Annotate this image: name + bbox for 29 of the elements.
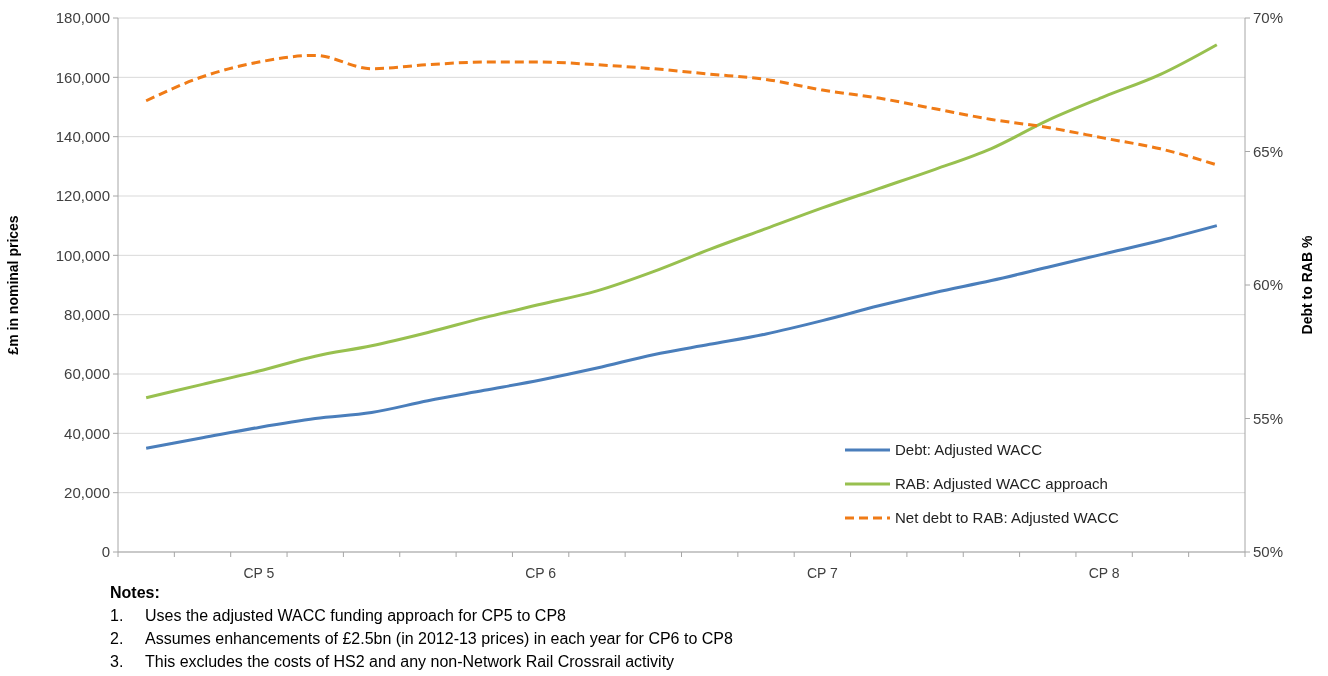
x-tick-label: CP 8 bbox=[1088, 565, 1120, 581]
y-tick-label: 180,000 bbox=[55, 9, 110, 27]
text: 2. Assumes enhancements of £2.5bn (in 2012-13 prices) in each year for CP6 to CP8 bbox=[110, 630, 733, 647]
y-tick-label: 120,000 bbox=[55, 187, 110, 205]
x-tick-label: CP 6 bbox=[525, 565, 557, 581]
y2-tick-label: 50% bbox=[1253, 543, 1284, 561]
y-tick-label: 60,000 bbox=[64, 365, 110, 383]
y-tick-label: 40,000 bbox=[64, 424, 110, 442]
x-tick-label: CP 7 bbox=[806, 565, 839, 581]
y-tick-label: 20,000 bbox=[64, 483, 110, 501]
y2-tick-label: 70% bbox=[1253, 9, 1284, 27]
y-tick-label: 140,000 bbox=[55, 127, 110, 145]
y-tick-label: 0 bbox=[101, 543, 110, 561]
legend-label: Debt: Adjusted WACC bbox=[895, 441, 1043, 459]
line-series bbox=[144, 43, 1219, 400]
y2-tick-label: 65% bbox=[1253, 142, 1284, 160]
legend-label: RAB: Adjusted WACC approach bbox=[895, 475, 1108, 493]
y-tick-label: 160,000 bbox=[55, 68, 110, 86]
x-tick-label: CP 5 bbox=[243, 565, 275, 581]
text: Notes: bbox=[110, 584, 160, 601]
y-tick-label: 100,000 bbox=[55, 246, 110, 264]
text: 1. Uses the adjusted WACC funding approach for CP5 to CP8 bbox=[110, 607, 566, 624]
y2-tick-label: 55% bbox=[1253, 409, 1284, 427]
y2-axis-title: Debt to RAB % bbox=[1299, 235, 1315, 335]
legend-label: Net debt to RAB: Adjusted WACC bbox=[895, 509, 1119, 527]
y2-tick-label: 60% bbox=[1253, 276, 1284, 294]
text: 3. This excludes the costs of HS2 and any non-Network Rail Crossrail activity bbox=[110, 653, 675, 670]
y-axis-title: £m in nominal prices bbox=[5, 215, 21, 355]
y-tick-label: 80,000 bbox=[64, 305, 110, 323]
